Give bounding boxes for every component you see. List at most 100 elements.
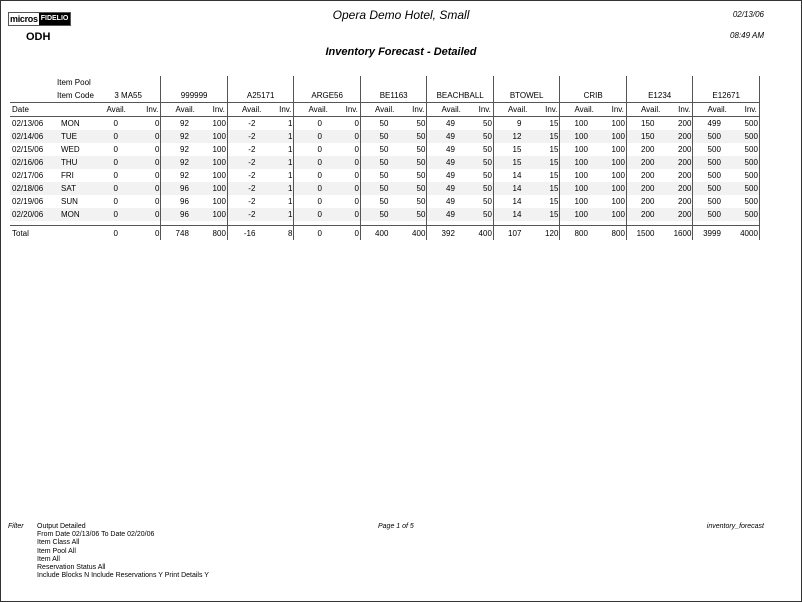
inv-header: Inv. [462,102,494,117]
avail-cell: 14 [493,208,530,221]
inv-cell: 0 [127,143,162,156]
avail-header: Avail. [360,102,397,117]
inv-cell: 500 [728,182,760,195]
inv-cell: 100 [196,156,228,169]
avail-cell: 150 [626,130,663,143]
item-pool-label: Item Pool [57,78,91,87]
avail-cell: 14 [512,197,522,206]
inv-cell: 200 [662,156,694,169]
avail-cell: 200 [641,171,655,180]
inv-cell: 1 [263,182,295,195]
avail-header: Avail. [160,102,197,117]
inv-cell: 500 [728,169,760,182]
report-date: 02/13/06 [732,10,764,19]
inv-cell: 100 [196,143,228,156]
inv-cell: 50 [462,169,494,182]
property-code: ODH [26,31,51,43]
hotel-name: Opera Demo Hotel, Small [332,8,470,22]
item-code-header: E1234 [626,89,694,103]
inv-cell: 100 [595,143,627,156]
page-number: Page 1 of 5 [378,523,414,530]
avail-cell: 500 [692,156,729,169]
total-avail: 392 [426,225,463,240]
avail-cell: 499 [707,119,721,128]
inv-cell: 500 [728,143,760,156]
filter-line: Output Detailed [37,523,86,530]
inv-cell: 50 [462,156,494,169]
row-date: 02/20/06 [10,208,55,221]
inv-cell: 1 [263,208,295,221]
inv-cell: 0 [127,116,162,130]
avail-cell: 150 [641,119,655,128]
inv-cell: 100 [595,182,627,195]
row-date: 02/19/06 [12,197,44,206]
inv-header: Inv. [662,102,694,117]
avail-cell: 92 [160,130,197,143]
avail-cell: 0 [113,197,118,206]
filter-line: Include Blocks N Include Reservations Y … [37,572,209,580]
avail-cell: 50 [360,130,397,143]
avail-cell: 49 [446,145,455,154]
avail-header: Avail. [559,102,596,117]
avail-cell: 0 [95,156,128,169]
inv-cell: 50 [396,169,428,182]
avail-header: Avail. [692,102,729,117]
table-row: 02/19/06 SUN 0 0 96 100 -2 1 0 0 50 50 49 50 14 15 100 10… [10,195,760,208]
inv-cell: 200 [662,182,694,195]
inv-cell: 50 [462,208,494,221]
inv-cell: 100 [196,195,228,208]
inv-header: Inv. [263,102,295,117]
avail-cell: -2 [227,156,264,169]
avail-cell: 96 [160,182,197,195]
filter-line: Item Pool All [37,547,76,555]
inv-header: Inv. [728,102,760,117]
inv-cell: 100 [595,195,627,208]
table-row: 02/13/06 MON 0 0 92 100 -2 1 0 0 50 50 49 50 9 15 100 100… [10,116,760,130]
row-date: 02/15/06 [12,145,44,154]
inv-cell: 0 [329,130,361,143]
total-inv: 120 [529,225,561,240]
item-code-header: BTOWEL [493,89,561,103]
avail-cell: 15 [493,156,530,169]
item-code-header: 999999 [160,89,228,103]
avail-cell: -2 [227,182,264,195]
avail-cell: 100 [559,130,596,143]
avail-cell: 50 [360,208,397,221]
row-date: 02/17/06 [12,171,44,180]
total-avail: 800 [559,225,596,240]
inv-cell: 0 [329,195,361,208]
avail-cell: 0 [95,130,128,143]
inv-cell: 50 [396,156,428,169]
avail-cell: 100 [574,145,588,154]
table-row: 02/14/06 TUE 0 0 92 100 -2 1 0 0 50 50 49 50 12 15 100 10… [10,130,760,143]
inv-cell: 100 [595,156,627,169]
avail-cell: -2 [248,171,256,180]
inv-cell: 1 [263,130,295,143]
inv-cell: 15 [529,208,561,221]
avail-cell: 9 [516,119,522,128]
filter-line: Reservation Status All [37,564,106,572]
report-title: Inventory Forecast - Detailed [325,46,477,58]
avail-cell: 0 [95,182,128,195]
inv-cell: 50 [396,208,428,221]
row-day: SAT [55,182,96,195]
inv-cell: 0 [127,130,162,143]
inv-cell: 50 [462,116,494,130]
inv-cell: 15 [529,116,561,130]
inv-cell: 200 [662,169,694,182]
total-inv: 400 [396,225,428,240]
avail-cell: 50 [379,171,389,180]
inv-cell: 200 [662,143,694,156]
inventory-table: Item Pool Item Code 3 MA55 999999 A25171 ARGE… [10,76,760,240]
filter-line: Item All [37,555,60,563]
inv-header: Inv. [396,102,428,117]
total-avail: 1500 [626,225,663,240]
inv-cell: 500 [728,130,760,143]
avail-cell: 96 [180,197,189,206]
avail-cell: 15 [512,145,522,154]
avail-cell: 92 [180,145,189,154]
total-avail: 400 [360,225,397,240]
avail-cell: 500 [692,130,729,143]
inv-cell: 0 [127,208,162,221]
total-avail: 0 [293,225,330,240]
